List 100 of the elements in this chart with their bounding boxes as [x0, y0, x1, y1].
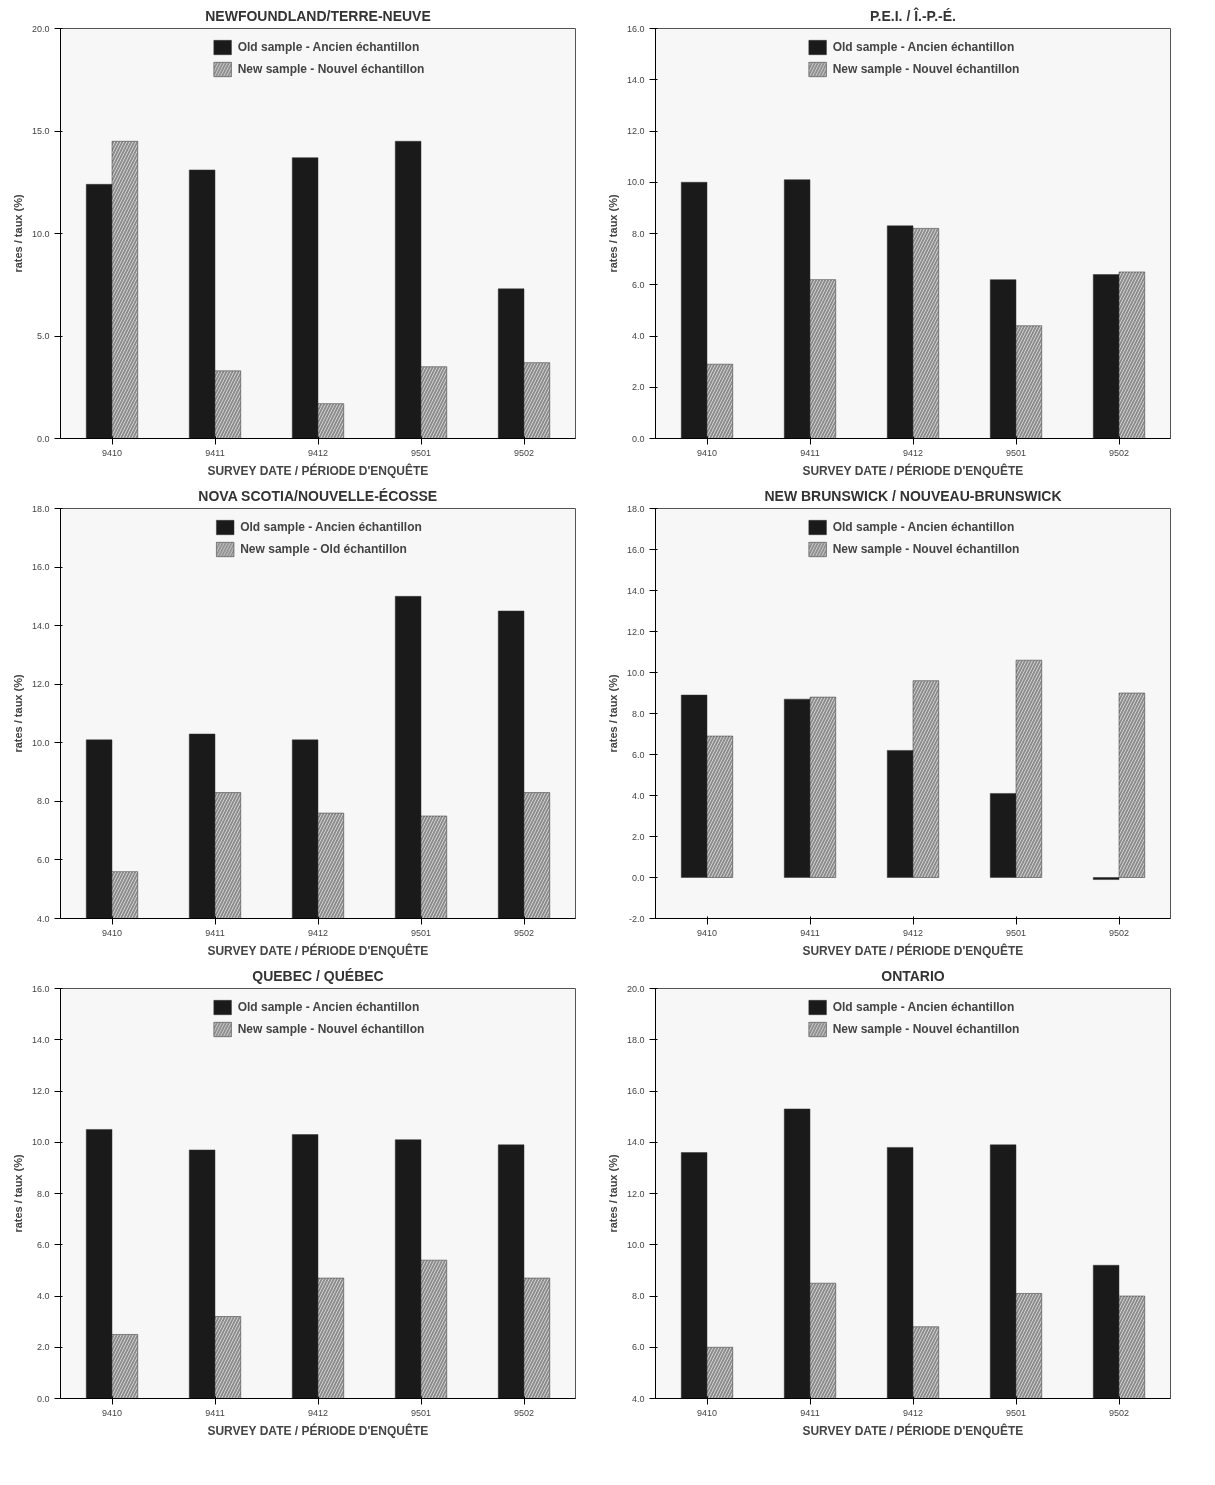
- x-tick-label: 9502: [1108, 447, 1130, 458]
- x-tick-label: 9501: [410, 1407, 432, 1418]
- y-tick-label: -2.0: [628, 913, 645, 924]
- y-tick-label: 10.0: [31, 737, 50, 748]
- x-tick-label: 9411: [205, 447, 225, 458]
- y-tick-label: 15.0: [31, 126, 50, 136]
- x-tick-label: 9502: [1108, 1407, 1130, 1418]
- y-tick-label: 14.0: [31, 1034, 50, 1045]
- legend-label: Old sample - Ancien échantillon: [237, 1000, 420, 1014]
- y-tick-label: 2.0: [631, 831, 645, 842]
- y-tick-label: 20.0: [626, 983, 645, 994]
- x-tick-label: 9412: [307, 447, 329, 458]
- y-tick-label: 16.0: [626, 544, 645, 555]
- y-tick-label: 12.0: [626, 626, 645, 637]
- x-tick-label: 9411: [800, 1407, 820, 1418]
- y-tick-label: 0.0: [36, 1393, 50, 1404]
- y-tick-label: 4.0: [36, 1291, 50, 1301]
- y-tick-label: 18.0: [626, 1034, 645, 1045]
- y-tick-label: 0.0: [631, 872, 645, 883]
- x-axis-title: SURVEY DATE / PÉRIODE D'ENQUÊTE: [207, 1422, 429, 1438]
- x-tick-label: 9410: [696, 1407, 718, 1418]
- y-tick-label: 2.0: [36, 1342, 50, 1353]
- y-tick-label: 12.0: [626, 126, 645, 136]
- y-tick-label: 4.0: [36, 913, 50, 924]
- x-tick-label: 9502: [513, 447, 535, 458]
- x-tick-label: 9412: [902, 1407, 924, 1418]
- y-tick-label: 0.0: [631, 433, 645, 444]
- x-tick-label: 9411: [800, 927, 820, 938]
- y-tick-label: 10.0: [31, 228, 50, 239]
- x-tick-label: 9412: [307, 1407, 329, 1418]
- legend-label: New sample - Nouvel échantillon: [832, 542, 1020, 556]
- x-axis-title: SURVEY DATE / PÉRIODE D'ENQUÊTE: [802, 462, 1024, 478]
- legend-label: Old sample - Ancien échantillon: [237, 40, 420, 54]
- x-tick-label: 9412: [902, 927, 924, 938]
- x-tick-label: 9502: [513, 927, 535, 938]
- y-tick-label: 6.0: [36, 1239, 50, 1250]
- x-tick-label: 9501: [410, 927, 432, 938]
- y-tick-label: 14.0: [31, 620, 50, 631]
- y-tick-label: 12.0: [31, 1086, 50, 1096]
- y-tick-label: 10.0: [626, 177, 645, 188]
- x-tick-label: 9501: [410, 447, 432, 458]
- chart-title: NEW BRUNSWICK / NOUVEAU-BRUNSWICK: [764, 487, 1062, 504]
- y-tick-label: 12.0: [31, 679, 50, 690]
- y-tick-label: 6.0: [36, 854, 50, 865]
- chart-title: NEWFOUNDLAND/TERRE-NEUVE: [205, 7, 431, 24]
- legend-label: Old sample - Ancien échantillon: [240, 520, 422, 534]
- y-tick-label: 8.0: [631, 708, 645, 719]
- legend-label: New sample - Old échantillon: [240, 542, 407, 556]
- y-tick-label: 4.0: [631, 1393, 645, 1404]
- x-axis-title: SURVEY DATE / PÉRIODE D'ENQUÊTE: [207, 942, 429, 958]
- legend-label: New sample - Nouvel échantillon: [832, 1022, 1020, 1036]
- y-axis-title: rates / taux (%): [606, 194, 619, 273]
- x-tick-label: 9502: [513, 1407, 535, 1418]
- x-tick-label: 9412: [307, 927, 329, 938]
- legend-label: Old sample - Ancien échantillon: [832, 520, 1015, 534]
- y-tick-label: 0.0: [36, 433, 50, 444]
- y-tick-label: 6.0: [631, 1342, 645, 1353]
- x-axis-title: SURVEY DATE / PÉRIODE D'ENQUÊTE: [207, 462, 429, 478]
- y-tick-label: 14.0: [626, 585, 645, 596]
- y-tick-label: 8.0: [36, 1188, 50, 1199]
- x-tick-label: 9411: [205, 1407, 225, 1418]
- x-tick-label: 9410: [696, 447, 718, 458]
- y-tick-label: 16.0: [626, 1086, 645, 1096]
- x-tick-label: 9501: [1005, 927, 1027, 938]
- chart-title: NOVA SCOTIA/NOUVELLE-ÉCOSSE: [198, 487, 438, 504]
- legend-label: Old sample - Ancien échantillon: [832, 1000, 1015, 1014]
- y-tick-label: 16.0: [31, 562, 50, 573]
- chart-title: QUEBEC / QUÉBEC: [252, 967, 384, 984]
- y-tick-label: 18.0: [626, 503, 645, 514]
- chart-title: P.E.I. / Î.-P.-É.: [870, 6, 956, 24]
- x-tick-label: 9410: [101, 447, 123, 458]
- x-tick-label: 9501: [1005, 1407, 1027, 1418]
- y-axis-title: rates / taux (%): [606, 1154, 619, 1233]
- y-tick-label: 14.0: [626, 74, 645, 85]
- legend-label: New sample - Nouvel échantillon: [237, 1022, 425, 1036]
- y-tick-label: 16.0: [31, 983, 50, 994]
- y-tick-label: 6.0: [631, 279, 645, 290]
- x-tick-label: 9410: [101, 1407, 123, 1418]
- x-tick-label: 9502: [1108, 927, 1130, 938]
- x-axis-title: SURVEY DATE / PÉRIODE D'ENQUÊTE: [802, 942, 1024, 958]
- y-tick-label: 20.0: [31, 23, 50, 34]
- x-tick-label: 9411: [205, 927, 225, 938]
- y-tick-label: 14.0: [626, 1137, 645, 1148]
- x-axis-title: SURVEY DATE / PÉRIODE D'ENQUÊTE: [802, 1422, 1024, 1438]
- chart-title: ONTARIO: [881, 967, 945, 984]
- y-tick-label: 8.0: [36, 796, 50, 807]
- x-tick-label: 9412: [902, 447, 924, 458]
- y-axis-title: rates / taux (%): [11, 1154, 24, 1233]
- y-tick-label: 4.0: [631, 790, 645, 801]
- y-axis-title: rates / taux (%): [606, 674, 619, 753]
- y-tick-label: 4.0: [631, 331, 645, 341]
- y-tick-label: 10.0: [626, 1239, 645, 1250]
- legend-label: New sample - Nouvel échantillon: [832, 62, 1020, 76]
- y-tick-label: 10.0: [626, 667, 645, 678]
- x-tick-label: 9501: [1005, 447, 1027, 458]
- y-axis-title: rates / taux (%): [11, 674, 24, 753]
- y-tick-label: 2.0: [631, 382, 645, 393]
- legend-label: Old sample - Ancien échantillon: [832, 40, 1015, 54]
- y-tick-label: 8.0: [631, 1291, 645, 1301]
- y-tick-label: 18.0: [31, 503, 50, 514]
